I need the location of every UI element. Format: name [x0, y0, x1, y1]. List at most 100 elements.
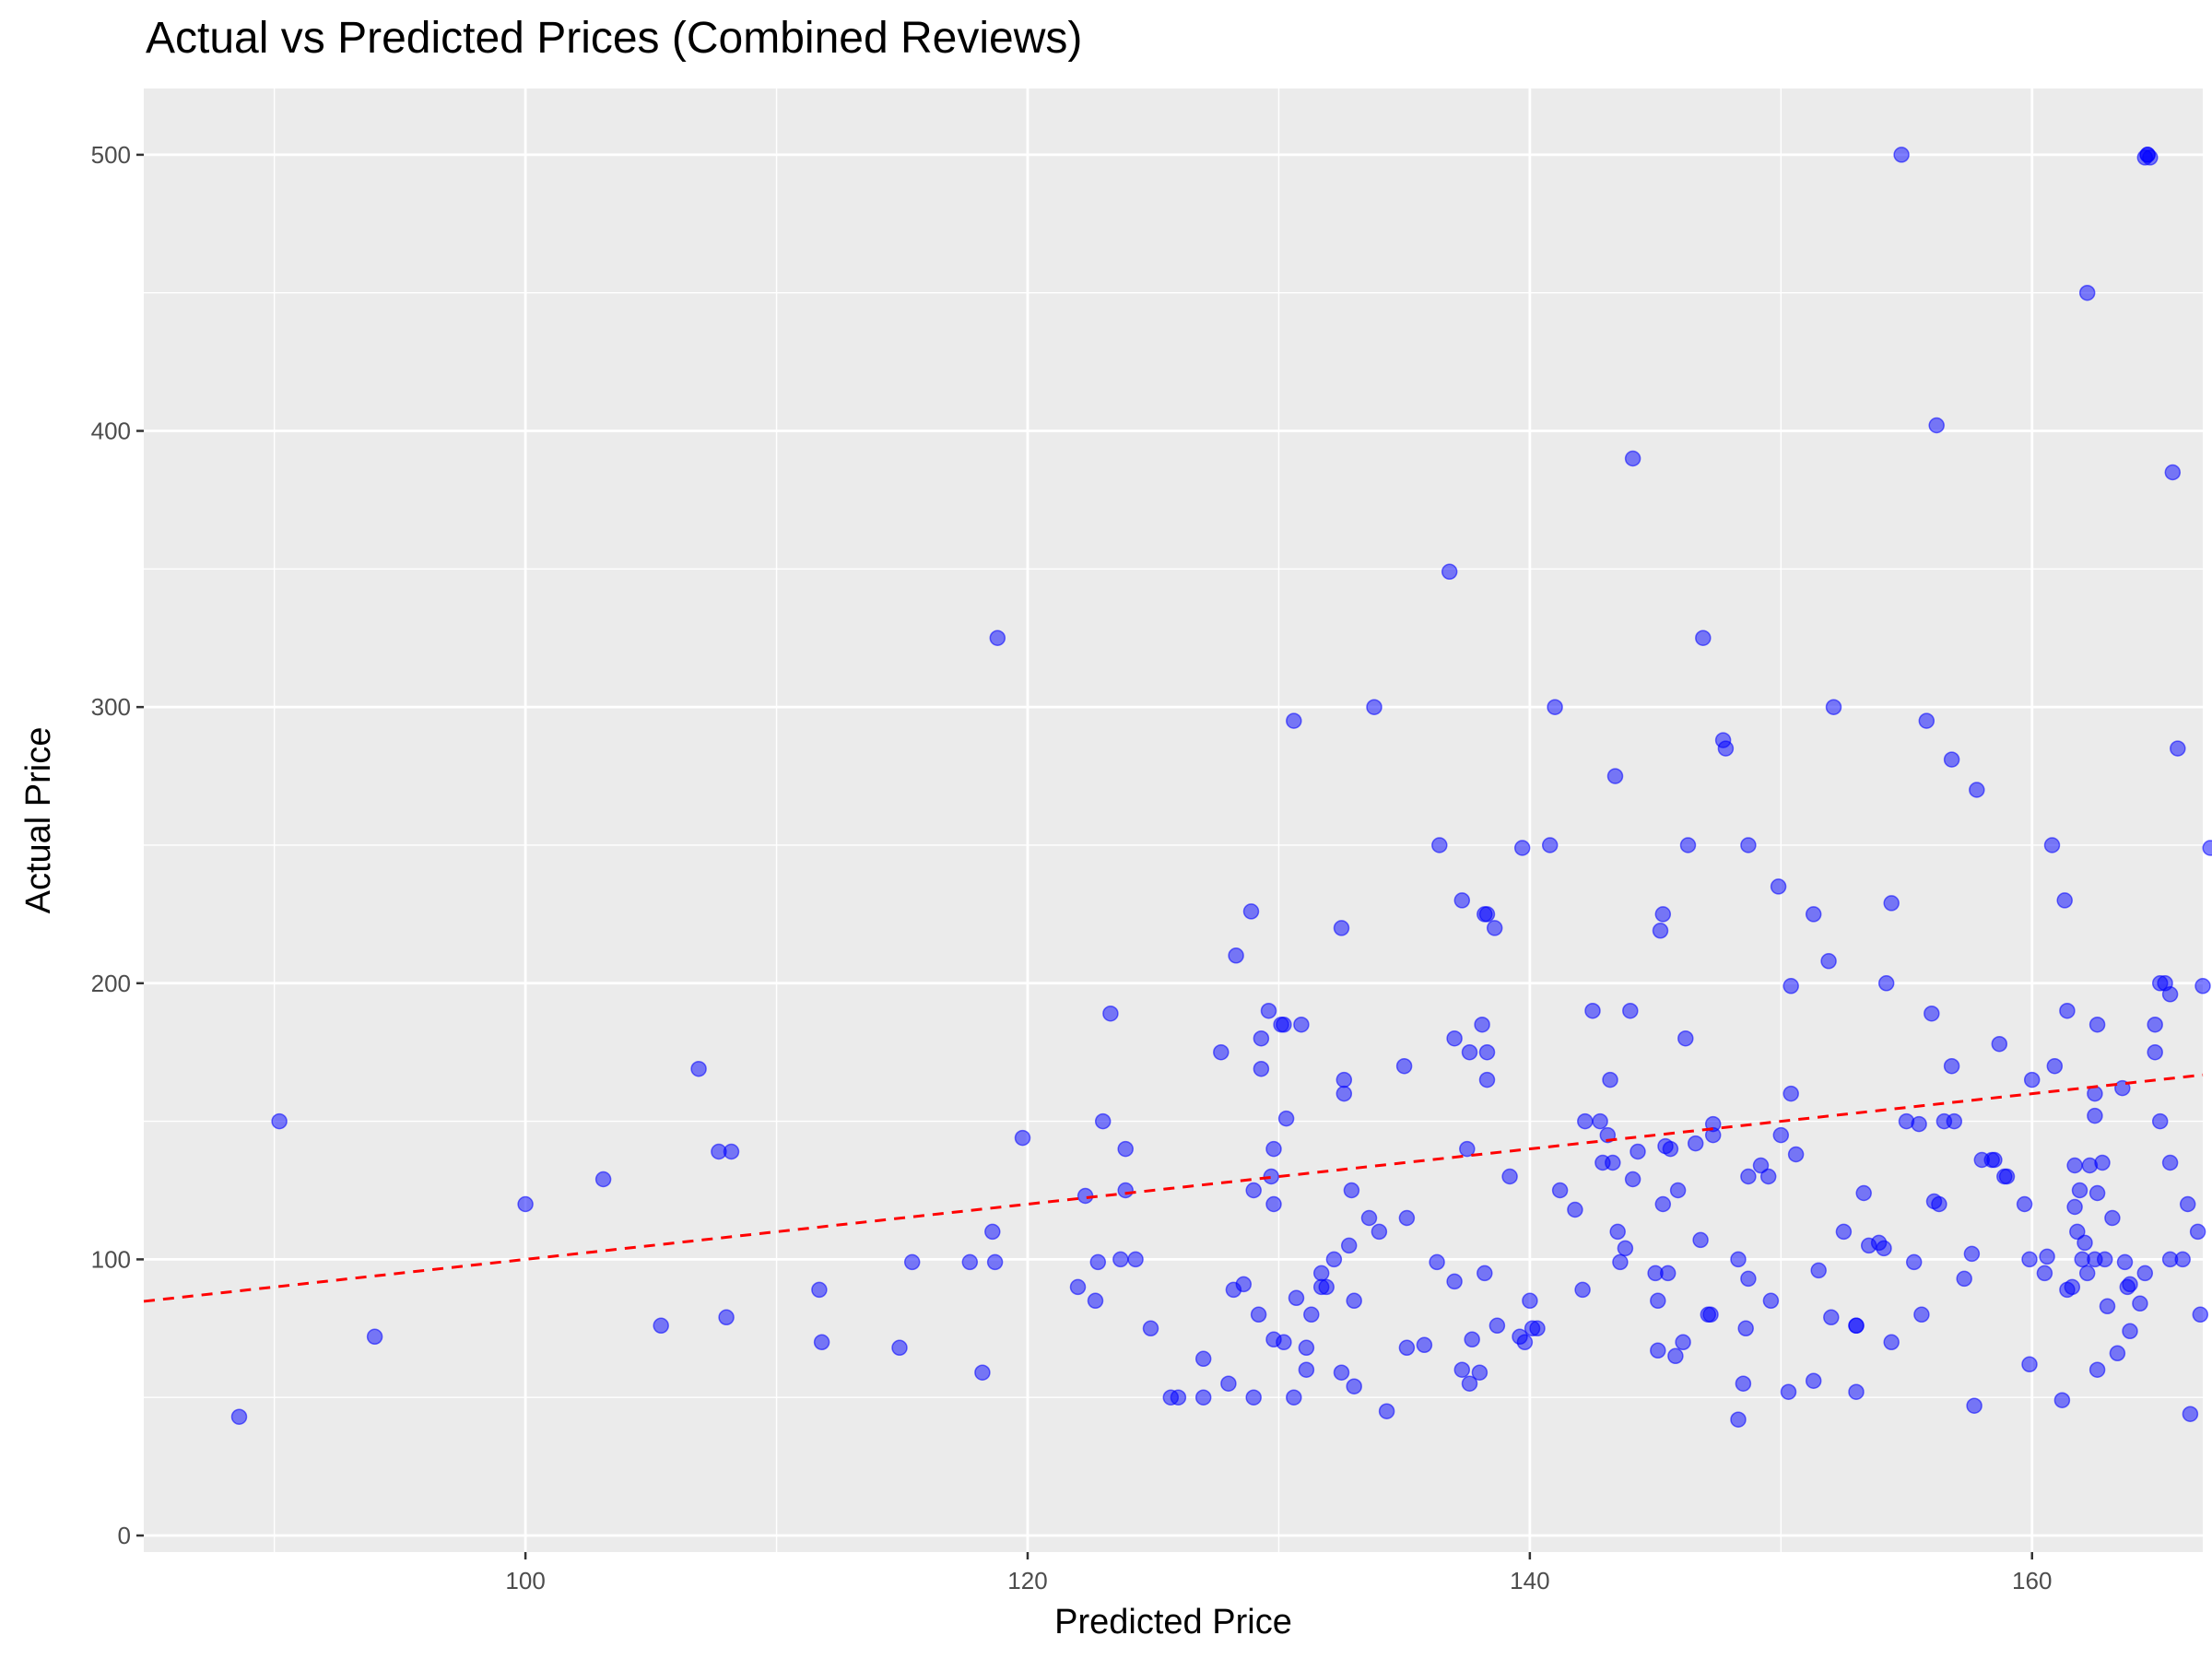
data-point: [1541, 837, 1559, 853]
data-point: [718, 1309, 735, 1326]
data-point: [1605, 1154, 1621, 1171]
data-point: [1717, 740, 1735, 757]
data-point: [2053, 1392, 2071, 1408]
data-point: [1117, 1182, 1134, 1199]
data-point: [2071, 1182, 2088, 1199]
data-point: [2179, 1195, 2196, 1213]
data-point: [986, 1253, 1004, 1271]
data-point: [1513, 840, 1531, 856]
data-point: [1740, 1270, 1757, 1288]
y-tick-label: 100: [91, 1245, 131, 1273]
data-point: [1752, 1157, 1770, 1174]
grid-major: [144, 88, 2203, 1552]
data-point: [2078, 284, 2096, 301]
data-point: [1650, 1292, 1666, 1310]
data-point: [1805, 906, 1822, 923]
x-axis-title: Predicted Price: [1054, 1603, 1292, 1641]
data-point: [2164, 464, 2182, 481]
data-point: [1654, 1195, 1672, 1213]
data-point: [1170, 1389, 1187, 1406]
data-point: [1245, 1182, 1262, 1199]
data-point: [1371, 1223, 1388, 1241]
x-tick-label: 100: [505, 1567, 545, 1594]
x-tick-label: 140: [1510, 1567, 1549, 1594]
data-point: [2039, 1248, 2055, 1265]
data-point: [1687, 1135, 1704, 1152]
data-point: [1464, 1331, 1480, 1348]
data-point: [1069, 1278, 1087, 1296]
data-point: [2122, 1323, 2138, 1340]
data-point: [2194, 978, 2211, 994]
data-point: [1654, 906, 1672, 923]
data-point: [1453, 892, 1471, 909]
data-point: [2023, 1071, 2041, 1088]
axis-ticks: 100 120 140 160 0 100 200 300 400 500: [91, 141, 2053, 1594]
data-point: [2132, 1295, 2148, 1312]
data-point: [2056, 892, 2073, 909]
data-point: [1014, 1129, 1031, 1147]
data-point: [1245, 1389, 1262, 1406]
data-point: [1783, 978, 1799, 994]
data-point: [1343, 1182, 1360, 1199]
data-point: [1529, 1320, 1546, 1337]
data-point: [1931, 1195, 1947, 1213]
data-point: [2151, 1112, 2169, 1130]
data-point: [1127, 1251, 1144, 1268]
data-point: [1242, 903, 1260, 920]
data-point: [517, 1195, 534, 1213]
data-point: [1770, 878, 1787, 895]
data-point: [1312, 1265, 1330, 1282]
data-point: [1471, 1364, 1488, 1381]
data-point: [1087, 1292, 1104, 1310]
reference-line: [143, 1073, 2204, 1303]
data-point: [366, 1328, 383, 1346]
data-point: [2069, 1223, 2086, 1241]
data-point: [1102, 1005, 1119, 1022]
data-point: [1675, 1334, 1691, 1351]
data-point: [1735, 1375, 1752, 1392]
data-point: [1905, 1253, 1923, 1271]
data-point: [1340, 1237, 1358, 1254]
data-point: [1298, 1339, 1315, 1357]
data-point: [1662, 1140, 1679, 1158]
data-point: [1303, 1306, 1320, 1324]
data-point: [1659, 1265, 1677, 1282]
data-point: [1478, 1043, 1496, 1061]
data-point: [1584, 1002, 1601, 1019]
data-point: [1265, 1195, 1282, 1213]
data-point: [1235, 1276, 1253, 1293]
data-point: [1318, 1278, 1335, 1296]
data-point: [1998, 1168, 2016, 1185]
data-point: [1089, 1253, 1107, 1271]
data-point: [2122, 1276, 2138, 1293]
data-point: [1293, 1016, 1310, 1033]
data-point: [1228, 947, 1244, 964]
data-point: [1624, 450, 1641, 467]
data-point: [1617, 1240, 1634, 1257]
data-point: [1276, 1334, 1292, 1351]
data-point: [1704, 1126, 1722, 1144]
data-point: [1522, 1292, 1538, 1310]
data-point: [1783, 1085, 1799, 1102]
data-point: [1366, 699, 1382, 715]
data-point: [1486, 920, 1503, 936]
data-point: [1780, 1383, 1797, 1400]
data-point: [1991, 1035, 2008, 1053]
data-point: [1253, 1060, 1270, 1077]
data-point: [1943, 751, 1960, 768]
data-point: [1441, 563, 1458, 581]
data-point: [2116, 1253, 2134, 1271]
data-point: [1667, 1347, 1684, 1365]
y-tick-label: 200: [91, 970, 131, 997]
data-point: [1213, 1043, 1230, 1061]
data-point: [2189, 1223, 2206, 1241]
data-point: [1288, 1289, 1305, 1307]
data-point: [1194, 1350, 1212, 1368]
data-point: [1963, 1245, 1981, 1263]
data-point: [1609, 1223, 1626, 1241]
data-point: [961, 1253, 979, 1271]
data-point: [1461, 1043, 1478, 1061]
data-point: [723, 1143, 740, 1160]
data-point: [2088, 1016, 2106, 1033]
data-point: [1453, 1361, 1471, 1378]
